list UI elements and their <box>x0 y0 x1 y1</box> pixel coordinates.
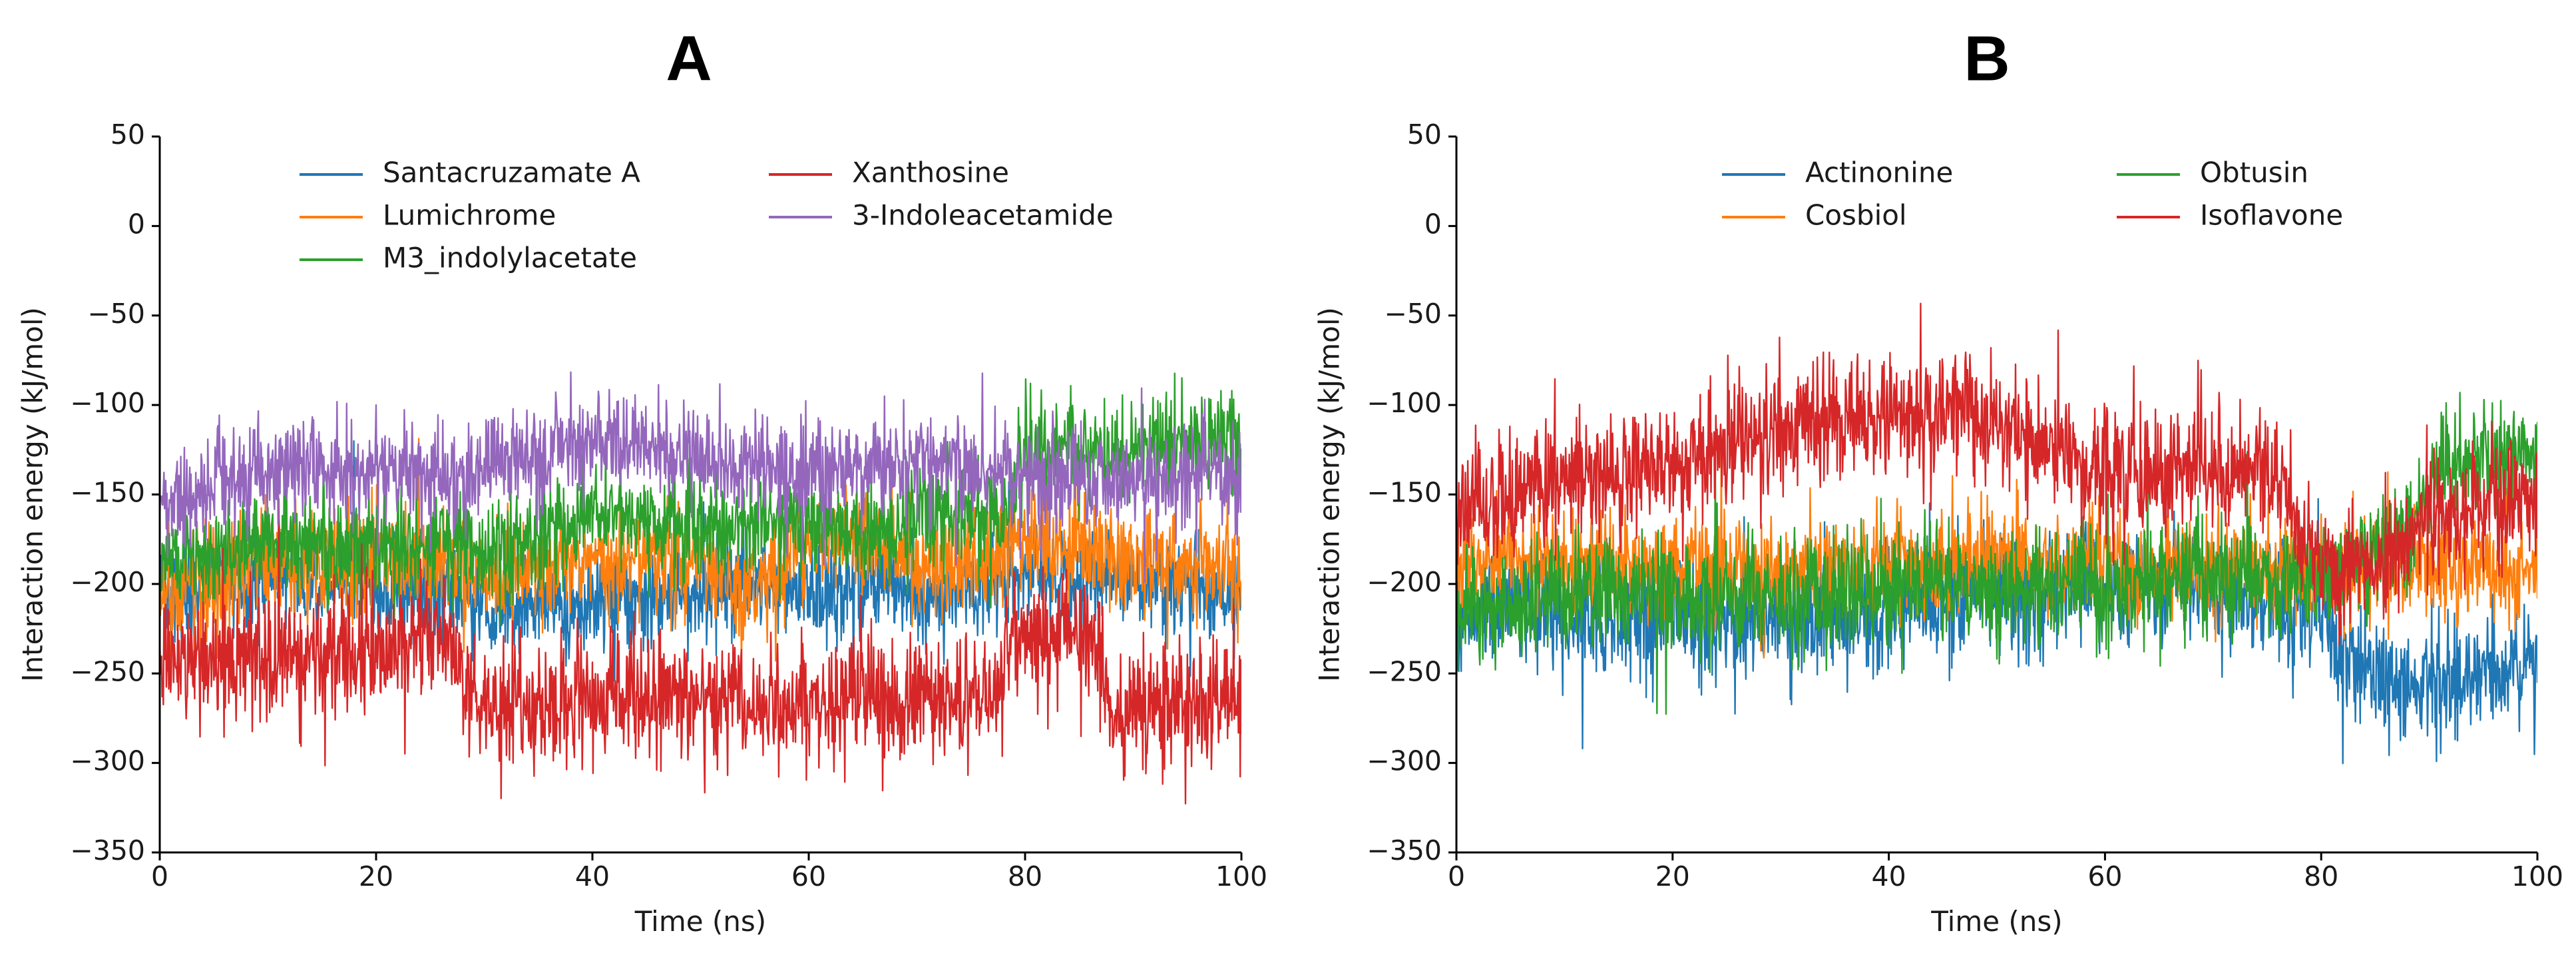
y-tick-label: −350 <box>1367 834 1442 866</box>
series-line-isoflavone <box>1456 302 2537 645</box>
x-tick-label: 0 <box>151 860 168 892</box>
y-tick-label: −350 <box>70 834 145 866</box>
legend-label: Isoflavone <box>2200 199 2343 232</box>
legend-label: Actinonine <box>1805 157 1953 189</box>
legend: Actinonine Cosbiol Obtusin Isoflavone <box>1722 157 2343 232</box>
x-tick-label: 80 <box>2304 860 2338 892</box>
y-tick-label: 0 <box>128 208 145 240</box>
y-tick-label: −50 <box>87 298 145 330</box>
x-tick-label: 100 <box>1215 860 1267 892</box>
y-tick-label: −250 <box>1367 655 1442 687</box>
y-tick-label: 50 <box>110 119 145 151</box>
x-axis-label: Time (ns) <box>1930 905 2062 938</box>
x-axis-label: Time (ns) <box>634 905 766 938</box>
x-tick-label: 60 <box>791 860 826 892</box>
legend: Santacruzamate A Lumichrome M3_indolylacet… <box>300 157 1114 274</box>
y-tick-label: −150 <box>70 477 145 509</box>
y-tick-label: −100 <box>70 387 145 419</box>
legend-label: Santacruzamate A <box>383 157 640 189</box>
y-tick-label: −150 <box>1367 477 1442 509</box>
legend-label: Lumichrome <box>383 199 556 232</box>
series-group <box>160 371 1241 804</box>
x-tick-label: 0 <box>1448 860 1465 892</box>
series-group <box>1456 302 2537 765</box>
y-tick-label: −100 <box>1367 387 1442 419</box>
x-tick-label: 40 <box>1872 860 1906 892</box>
y-tick-label: −200 <box>1367 566 1442 598</box>
x-tick-label: 60 <box>2087 860 2122 892</box>
y-tick-label: −200 <box>70 566 145 598</box>
x-tick-label: 80 <box>1008 860 1042 892</box>
x-tick-label: 40 <box>575 860 610 892</box>
panel-title: B <box>1964 23 2010 94</box>
x-tick-label: 100 <box>2511 860 2563 892</box>
y-axis-label: Interaction energy (kJ/mol) <box>17 307 49 682</box>
series-line-xanthosine <box>160 497 1241 804</box>
legend-label: M3_indolylacetate <box>383 242 637 274</box>
y-axis-label: Interaction energy (kJ/mol) <box>1313 307 1346 682</box>
legend-label: Xanthosine <box>852 157 1009 189</box>
legend-label: Obtusin <box>2200 157 2308 189</box>
y-tick-label: 50 <box>1407 119 1442 151</box>
legend-label: 3-Indoleacetamide <box>852 199 1114 232</box>
y-tick-label: −300 <box>70 745 145 777</box>
y-tick-label: −250 <box>70 655 145 687</box>
panel-title: A <box>666 23 712 94</box>
x-tick-label: 20 <box>359 860 393 892</box>
x-tick-label: 20 <box>1655 860 1690 892</box>
series-line-3-indoleacetamide <box>160 371 1241 583</box>
y-tick-label: −300 <box>1367 745 1442 777</box>
y-tick-label: 0 <box>1424 208 1442 240</box>
y-tick-label: −50 <box>1384 298 1442 330</box>
legend-label: Cosbiol <box>1805 199 1907 232</box>
